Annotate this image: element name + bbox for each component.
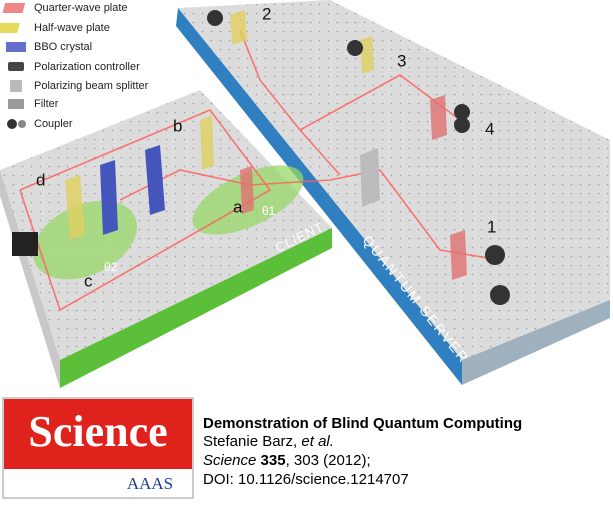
et-al: et al. — [301, 433, 334, 450]
client-letter: b — [173, 116, 182, 135]
citation-authors: Stefanie Barz, et al. — [203, 433, 334, 450]
server-number: 3 — [397, 51, 406, 70]
logo-sub: AAAS — [127, 474, 173, 493]
theta-label: θ1 — [262, 204, 276, 218]
citation-title: Demonstration of Blind Quantum Computing — [203, 415, 522, 432]
client-letter: d — [36, 170, 45, 189]
citation-ref: Science 335, 303 (2012); — [203, 452, 371, 469]
server-number: 4 — [485, 119, 494, 138]
legend-item: Filter — [34, 98, 59, 110]
volume: 335 — [261, 452, 286, 469]
legend-item: Coupler — [34, 118, 73, 130]
citation-doi: DOI: 10.1126/science.1214707 — [203, 471, 409, 488]
legend-item: Polarizing beam splitter — [34, 80, 149, 92]
legend-item: BBO crystal — [34, 41, 92, 53]
server-number: 2 — [262, 4, 271, 23]
theta-label: θ2 — [104, 260, 118, 274]
server-number: 1 — [487, 217, 496, 236]
pages: , 303 (2012); — [286, 452, 371, 469]
logo-text: Science — [28, 407, 167, 456]
legend-icons — [0, 3, 26, 129]
journal: Science — [203, 452, 256, 469]
optical-components — [12, 10, 510, 305]
legend-item: Quarter-wave plate — [34, 2, 128, 14]
server-table — [176, 0, 610, 385]
client-letter: c — [84, 271, 93, 290]
client-letter: a — [233, 197, 243, 216]
legend-item: Half-wave plate — [34, 22, 110, 34]
authors: Stefanie Barz, — [203, 433, 297, 450]
logo-red — [4, 399, 192, 469]
legend-item: Polarization controller — [34, 61, 140, 73]
